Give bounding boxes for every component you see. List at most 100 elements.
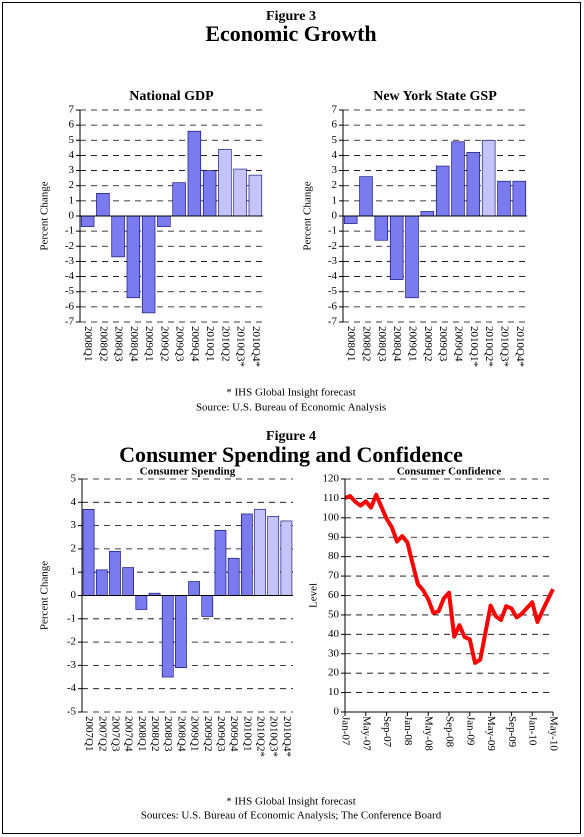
- y-tick-label: 110: [323, 492, 340, 504]
- x-tick-label: 2010Q4*: [514, 326, 526, 367]
- bar: [280, 520, 293, 596]
- y-tick-label: 80: [328, 550, 340, 562]
- x-tick-label: Jan-08: [402, 716, 414, 746]
- y-tick-label: 4: [71, 496, 77, 508]
- x-tick-label: 2010Q2*: [483, 326, 495, 367]
- x-tick-label: 2009Q4: [228, 716, 240, 752]
- bar: [96, 192, 110, 217]
- y-tick-label: -1: [67, 612, 76, 624]
- bar: [201, 595, 214, 617]
- bar: [241, 513, 253, 596]
- x-tick-label: 2008Q3: [376, 326, 388, 362]
- y-tick-label: -1: [65, 225, 74, 237]
- bar: [218, 149, 232, 217]
- y-tick-label: -5: [328, 285, 338, 297]
- source: Sources: U.S. Bureau of Economic Analysi…: [141, 810, 442, 822]
- y-tick-label: 0: [71, 589, 77, 601]
- y-tick-label: 20: [328, 667, 340, 679]
- x-tick-label: 2010Q3*: [498, 326, 510, 367]
- y-tick-label: -1: [328, 225, 337, 237]
- y-tick-label: 30: [328, 647, 340, 659]
- bar: [466, 152, 481, 217]
- x-tick-label: 2010Q3*: [235, 326, 247, 367]
- x-tick-label: 2010Q2*: [255, 716, 267, 757]
- figure-label: Figure 4: [266, 429, 316, 444]
- y-tick-label: 3: [71, 519, 77, 531]
- y-tick-label: 7: [332, 104, 338, 116]
- y-tick-label: 1: [71, 566, 77, 578]
- y-tick-label: 70: [328, 570, 340, 582]
- chart-title: Consumer Spending: [140, 466, 236, 478]
- bar: [248, 174, 263, 217]
- bar: [481, 139, 496, 217]
- x-tick-label: 2009Q4: [452, 326, 464, 362]
- y-tick-label: -6: [65, 300, 75, 312]
- x-tick-label: 2009Q3: [215, 716, 227, 752]
- y-axis-label: Percent Change: [39, 561, 51, 630]
- x-tick-label: 2009Q3: [437, 326, 449, 362]
- bar: [435, 165, 450, 217]
- bar: [95, 569, 108, 596]
- y-tick-label: -4: [328, 270, 338, 282]
- x-tick-label: 2007Q3: [109, 716, 121, 752]
- y-tick-label: 90: [328, 531, 340, 543]
- y-tick-label: -3: [65, 255, 75, 267]
- x-tick-label: 2010Q1: [241, 716, 253, 751]
- y-tick-label: 4: [69, 149, 75, 161]
- bar: [188, 581, 200, 596]
- line: [344, 492, 555, 665]
- x-tick-label: 2009Q1: [189, 716, 201, 751]
- x-tick-label: 2007Q4: [123, 716, 135, 752]
- x-tick-label: 2008Q1: [82, 326, 94, 361]
- x-tick-label: 2008Q3: [113, 326, 125, 362]
- bar: [512, 180, 527, 217]
- bar: [405, 215, 419, 299]
- y-tick-label: -4: [65, 270, 75, 282]
- x-tick-label: 2009Q3: [174, 326, 186, 362]
- y-tick-label: 3: [69, 164, 75, 176]
- y-tick-label: 7: [69, 104, 75, 116]
- y-tick-label: -5: [67, 706, 77, 718]
- y-tick-label: 5: [71, 473, 77, 485]
- bar: [157, 215, 171, 227]
- bar: [111, 215, 125, 258]
- y-tick-label: 3: [332, 164, 338, 176]
- x-tick-label: 2009Q2: [202, 716, 214, 751]
- y-tick-label: 6: [69, 119, 75, 131]
- bar: [227, 557, 240, 596]
- x-tick-label: 2007Q2: [96, 716, 108, 751]
- bar: [267, 515, 280, 596]
- y-tick-label: -7: [328, 316, 338, 328]
- figure-title: Economic Growth: [205, 21, 376, 46]
- x-tick-label: 2009Q2: [422, 326, 434, 361]
- bar: [497, 180, 511, 217]
- bar: [451, 141, 465, 217]
- x-tick-label: 2009Q2: [158, 326, 170, 361]
- y-tick-label: 0: [332, 210, 338, 222]
- figure-label: Figure 3: [266, 9, 316, 24]
- y-tick-label: -3: [328, 255, 338, 267]
- y-tick-label: -6: [328, 300, 338, 312]
- y-tick-label: 40: [328, 628, 340, 640]
- bar: [359, 176, 373, 217]
- y-tick-label: 1: [332, 194, 338, 206]
- footnote: * IHS Global Insight forecast: [226, 387, 356, 399]
- x-tick-label: 2008Q4: [175, 716, 187, 752]
- chart-title: New York State GSP: [373, 89, 497, 104]
- y-tick-label: -2: [65, 240, 74, 252]
- bar: [109, 550, 121, 596]
- y-tick-label: 5: [332, 134, 338, 146]
- bar: [214, 529, 227, 596]
- y-tick-label: 5: [69, 134, 75, 146]
- bar: [389, 215, 404, 280]
- x-tick-label: May-07: [360, 716, 372, 751]
- bar: [202, 170, 217, 217]
- y-tick-label: -2: [67, 636, 76, 648]
- bar: [254, 508, 266, 596]
- source: Source: U.S. Bureau of Economic Analysis: [196, 402, 386, 414]
- x-tick-label: Sep-08: [443, 716, 455, 748]
- bar: [141, 215, 156, 314]
- x-tick-label: Jan-07: [339, 716, 351, 746]
- x-tick-label: Jan-09: [464, 716, 476, 746]
- x-tick-label: 2010Q1: [204, 326, 216, 361]
